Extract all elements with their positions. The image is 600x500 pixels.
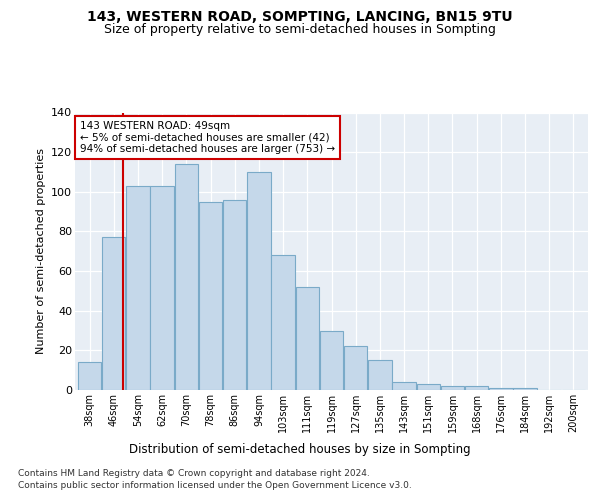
- Text: 143, WESTERN ROAD, SOMPTING, LANCING, BN15 9TU: 143, WESTERN ROAD, SOMPTING, LANCING, BN…: [87, 10, 513, 24]
- Bar: [247, 172, 271, 390]
- Bar: [296, 287, 319, 390]
- Bar: [271, 255, 295, 390]
- Bar: [320, 330, 343, 390]
- Bar: [151, 186, 174, 390]
- Text: Distribution of semi-detached houses by size in Sompting: Distribution of semi-detached houses by …: [129, 442, 471, 456]
- Bar: [78, 362, 101, 390]
- Text: Contains HM Land Registry data © Crown copyright and database right 2024.: Contains HM Land Registry data © Crown c…: [18, 469, 370, 478]
- Bar: [126, 186, 149, 390]
- Text: Contains public sector information licensed under the Open Government Licence v3: Contains public sector information licen…: [18, 481, 412, 490]
- Bar: [368, 360, 392, 390]
- Text: Size of property relative to semi-detached houses in Sompting: Size of property relative to semi-detach…: [104, 22, 496, 36]
- Bar: [465, 386, 488, 390]
- Bar: [514, 388, 537, 390]
- Bar: [175, 164, 198, 390]
- Bar: [199, 202, 222, 390]
- Text: 143 WESTERN ROAD: 49sqm
← 5% of semi-detached houses are smaller (42)
94% of sem: 143 WESTERN ROAD: 49sqm ← 5% of semi-det…: [80, 121, 335, 154]
- Bar: [489, 388, 512, 390]
- Y-axis label: Number of semi-detached properties: Number of semi-detached properties: [35, 148, 46, 354]
- Bar: [102, 238, 125, 390]
- Bar: [416, 384, 440, 390]
- Bar: [441, 386, 464, 390]
- Bar: [344, 346, 367, 390]
- Bar: [223, 200, 247, 390]
- Bar: [392, 382, 416, 390]
